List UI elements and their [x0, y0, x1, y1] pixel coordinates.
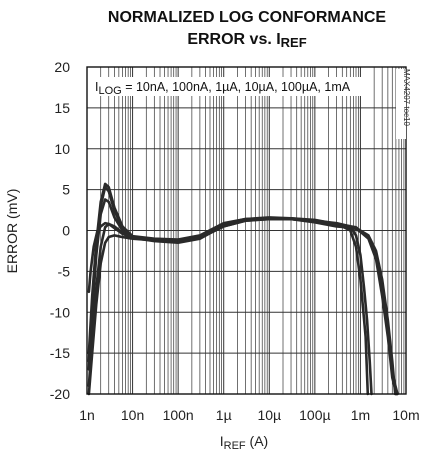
x-tick-label: 1n: [79, 407, 95, 423]
annotation-background: [94, 77, 370, 96]
x-axis-label: IREF (A): [220, 433, 268, 452]
y-tick-label: -5: [58, 263, 71, 279]
x-tick-label: 100n: [163, 407, 194, 423]
y-tick-label: 0: [62, 223, 70, 239]
x-tick-label: 1m: [351, 407, 370, 423]
x-tick-label: 100µ: [299, 407, 330, 423]
y-tick-label: -20: [50, 386, 70, 402]
series-line-2: [87, 198, 398, 396]
plot-frame: [86, 66, 407, 395]
series-line-5: [87, 217, 373, 396]
x-axis-label-sub: REF: [224, 440, 246, 452]
y-tick-labels: 20 15 10 5 0 -5 -10 -15 -20: [50, 59, 70, 402]
x-tick-label: 10n: [121, 407, 144, 423]
series-line-1: [87, 216, 397, 396]
x-axis-label-unit: (A): [246, 433, 269, 449]
annotation: ILOG = 10nA, 100nA, 1µA, 10µA, 100µA, 1m…: [95, 80, 351, 97]
y-axis-label: ERROR (mV): [4, 189, 20, 274]
annotation-main: I: [95, 80, 98, 94]
figure-code-background: [396, 69, 406, 139]
chart-title-line2: ERROR vs. IREF: [187, 31, 306, 50]
y-tick-label: -10: [50, 304, 70, 320]
series-line-6: [87, 217, 370, 396]
x-tick-label: 10m: [392, 407, 419, 423]
annotation-sub: LOG: [98, 85, 121, 97]
x-tick-labels: 1n 10n 100n 1µ 10µ 100µ 1m 10m: [79, 407, 419, 423]
y-tick-label: 5: [62, 182, 70, 198]
chart-title-line1: NORMALIZED LOG CONFORMANCE: [108, 9, 387, 26]
y-tick-label: 20: [54, 59, 70, 75]
x-axis-label-main: I: [220, 433, 224, 449]
chart-title-line2-main: ERROR vs. I: [187, 31, 280, 48]
y-tick-label: -15: [50, 345, 70, 361]
chart-title-line2-sub: REF: [281, 35, 307, 50]
annotation-rest: = 10nA, 100nA, 1µA, 10µA, 100µA, 1mA: [122, 80, 351, 94]
y-tick-label: 15: [54, 100, 70, 116]
x-tick-label: 10µ: [257, 407, 281, 423]
y-tick-label: 10: [54, 141, 70, 157]
x-tick-label: 1µ: [216, 407, 232, 423]
figure-code: MAX4207 toc10: [402, 69, 411, 126]
data-curves: [87, 182, 399, 396]
series-line-4: [87, 182, 399, 396]
